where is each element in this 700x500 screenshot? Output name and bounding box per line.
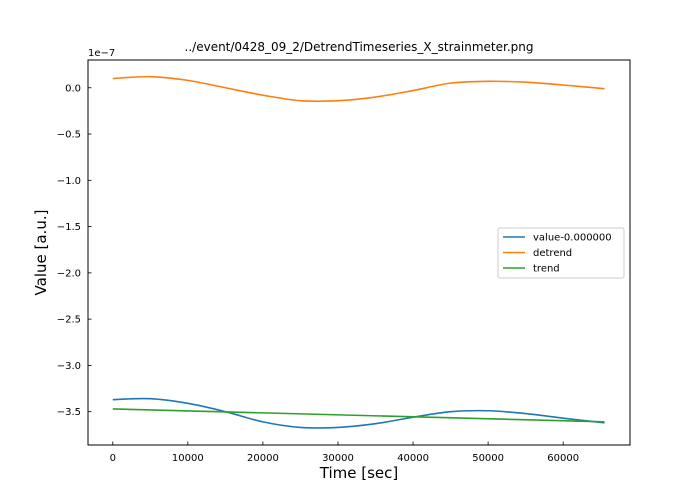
x-tick-label: 0 — [110, 453, 116, 464]
y-axis: 0.0 −0.5 −1.0 −1.5 −2.0 −2.5 −3.0 −3.5 — [57, 83, 92, 418]
chart-title: ../event/0428_09_2/DetrendTimeseries_X_s… — [185, 40, 534, 54]
legend-box — [497, 227, 625, 279]
y-tick-label: −3.0 — [57, 361, 81, 372]
legend-label-detrend: detrend — [533, 248, 572, 259]
x-axis-label: Time [sec] — [319, 464, 398, 482]
x-axis: 0 10000 20000 30000 40000 50000 60000 — [110, 441, 579, 464]
x-tick-label: 20000 — [247, 453, 279, 464]
y-tick-label: −1.0 — [57, 176, 81, 187]
x-tick-label: 50000 — [472, 453, 504, 464]
x-tick-label: 40000 — [397, 453, 429, 464]
plot-frame — [87, 59, 631, 446]
y-tick-label: −2.5 — [57, 315, 81, 326]
y-tick-label: −0.5 — [57, 130, 81, 141]
y-offset-label: 1e−7 — [88, 48, 115, 59]
legend-label-trend: trend — [533, 264, 560, 275]
y-tick-label: −1.5 — [57, 222, 81, 233]
legend: value-0.000000 detrend trend — [497, 227, 625, 279]
legend-label-value-0-000000: value-0.000000 — [533, 233, 612, 244]
series-line-detrend — [112, 75, 605, 103]
series-line-trend — [112, 408, 605, 423]
y-tick-label: 0.0 — [65, 83, 81, 94]
x-tick-label: 30000 — [322, 453, 354, 464]
plot-series — [112, 75, 605, 429]
x-tick-label: 60000 — [547, 453, 579, 464]
series-line-value-0-000000 — [112, 397, 605, 429]
y-tick-label: −3.5 — [57, 407, 81, 418]
y-tick-label: −2.0 — [57, 268, 81, 279]
x-tick-label: 10000 — [172, 453, 204, 464]
y-axis-label: Value [a.u.] — [32, 210, 50, 296]
